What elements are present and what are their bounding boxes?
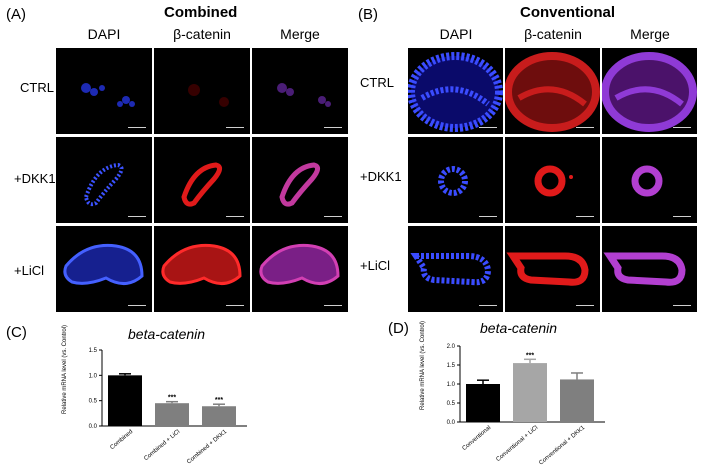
panel-a-ctrl-dapi-image	[56, 48, 152, 134]
panel-a-licl-merge-image	[252, 226, 348, 312]
panel-d-bar	[466, 384, 500, 422]
panel-b-dkk1-catenin-image	[505, 137, 600, 223]
panel-d-ylabel: Relative mRNA level (vs. Control)	[420, 321, 426, 410]
panel-a-dkk1-catenin-image	[154, 137, 250, 223]
panel-b-row-dkk1: +DKK1	[360, 169, 402, 184]
panel-c-chart-title: beta-catenin	[128, 326, 206, 342]
panel-c-category-label: Combined + LiCl	[143, 429, 181, 462]
panel-d-bar	[560, 379, 594, 422]
panel-d-letter: (D)	[388, 320, 409, 337]
panel-b-ctrl-merge-image	[602, 48, 697, 134]
panel-b-col-dapi: DAPI	[439, 26, 473, 42]
panel-b-row-licl: +LiCl	[360, 258, 390, 273]
panel-a-col-catenin: β-catenin	[173, 26, 231, 42]
panel-d-category-label: Conventional + LiCl	[495, 425, 539, 463]
panel-c-ylabel: Relative mRNA level (vs. Control)	[62, 325, 68, 414]
panel-a-row-dkk1: +DKK1	[14, 171, 56, 186]
panel-c-ytick-label: 0.5	[89, 399, 98, 405]
panel-a-licl-dapi-image	[56, 226, 152, 312]
panel-a-licl-catenin-image	[154, 226, 250, 312]
panel-d-ytick-label: 1.5	[447, 363, 456, 369]
panel-b-letter: (B)	[358, 6, 378, 23]
panel-b-ctrl-dapi-image	[408, 48, 503, 134]
panel-d-significance-label: ***	[526, 352, 534, 359]
panel-c-bar	[108, 375, 142, 426]
panel-c-significance-label: ***	[168, 395, 176, 402]
panel-d-ylabel-text: Relative mRNA level (vs. Control)	[420, 320, 426, 410]
panel-b-dkk1-dapi-image	[408, 137, 503, 223]
panel-b-licl-catenin-image	[505, 226, 600, 312]
panel-a-title: Combined	[164, 4, 238, 21]
panel-d-bar-chart: 0.0 0.5 1.0 1.5 2.0 Conventional *** Convention…	[447, 344, 605, 467]
panel-a-dkk1-dapi-image	[56, 137, 152, 223]
panel-c-ylabel-text: Relative mRNA level (vs. Control)	[62, 324, 68, 414]
panel-c-ytick-label: 1.0	[89, 373, 98, 379]
panel-c-bar	[202, 406, 236, 426]
panel-c-category-label: Combined + DKK1	[186, 429, 229, 466]
panel-d-ytick-label: 0.5	[447, 401, 456, 407]
panel-a-letter: (A)	[6, 6, 26, 23]
panel-b-licl-dapi-image	[408, 226, 503, 312]
panel-b-col-merge: Merge	[630, 26, 670, 42]
panel-b-licl-merge-image	[602, 226, 697, 312]
panel-a-col-merge: Merge	[280, 26, 320, 42]
panel-d-bar	[513, 363, 547, 422]
panel-d-ytick-label: 0.0	[447, 420, 456, 426]
panel-d-category-label: Conventional + DKK1	[538, 425, 586, 467]
panel-b-row-ctrl: CTRL	[360, 75, 394, 90]
panel-a-ctrl-catenin-image	[154, 48, 250, 134]
panel-a-row-licl: +LiCl	[14, 263, 44, 278]
panel-a-row-ctrl: CTRL	[20, 80, 54, 95]
panel-c-significance-label: ***	[215, 397, 223, 404]
panel-d-ytick-label: 2.0	[447, 344, 456, 350]
panel-a-dkk1-merge-image	[252, 137, 348, 223]
panel-c-category-label: Combined	[109, 429, 134, 451]
panel-c-ytick-label: 0.0	[89, 424, 98, 430]
panel-d-chart-title: beta-catenin	[480, 320, 558, 336]
panel-c-ytick-label: 1.5	[89, 348, 98, 354]
panel-c-letter: (C)	[6, 324, 27, 341]
panel-a-ctrl-merge-image	[252, 48, 348, 134]
panel-b-title: Conventional	[520, 4, 616, 21]
panel-c-bar-chart: 0.0 0.5 1.0 1.5 Combined *** Combined + LiCl **…	[89, 348, 247, 466]
panel-c-bar	[155, 403, 189, 426]
panel-b-col-catenin: β-catenin	[524, 26, 582, 42]
panel-d-category-label: Conventional	[462, 425, 493, 452]
panel-a-col-dapi: DAPI	[87, 26, 121, 42]
panel-b-dkk1-merge-image	[602, 137, 697, 223]
panel-b-ctrl-catenin-image	[505, 48, 600, 134]
panel-d-ytick-label: 1.0	[447, 382, 456, 388]
